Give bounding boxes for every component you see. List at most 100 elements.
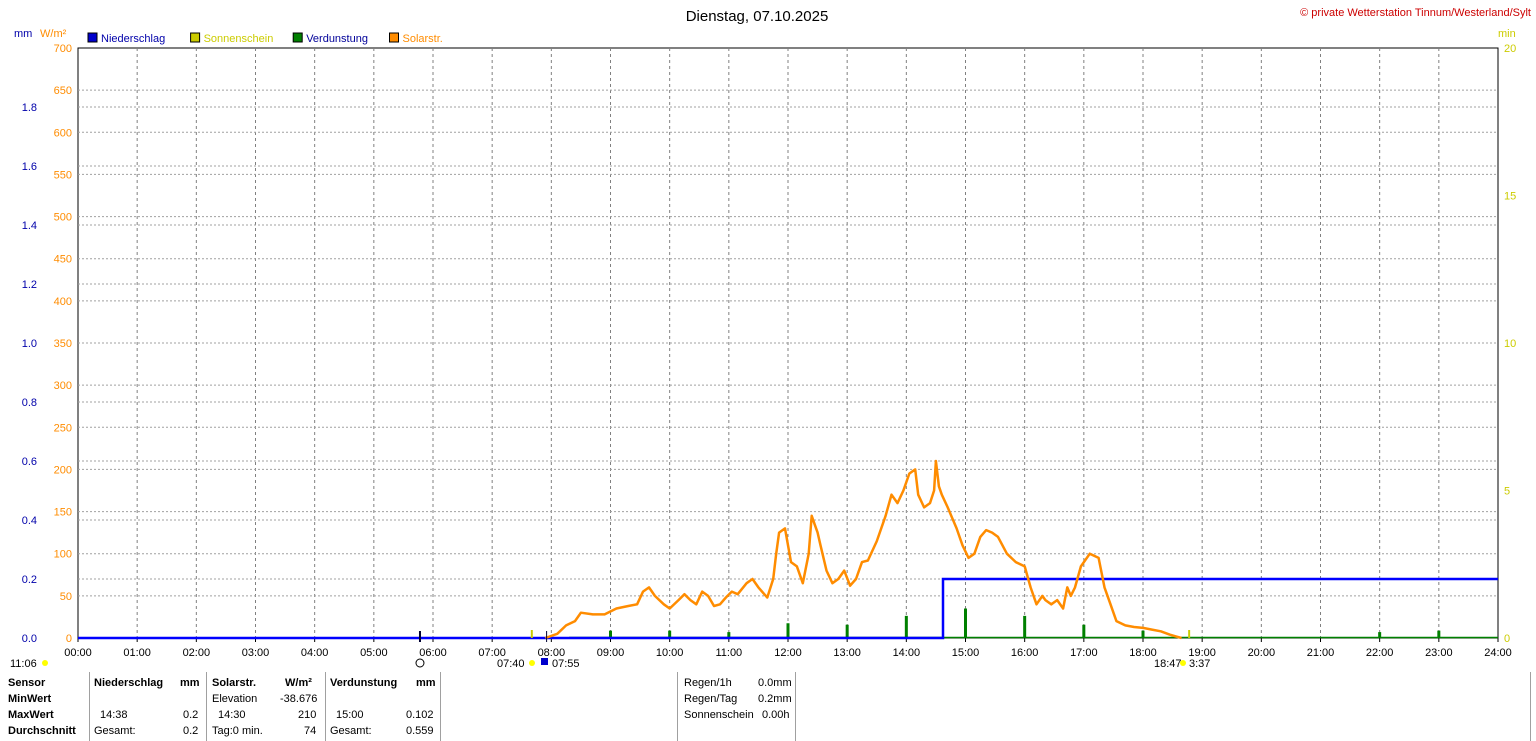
legend-swatch bbox=[190, 32, 201, 43]
y-wm2-tick-label: 0 bbox=[66, 633, 72, 645]
x-tick-label: 20:00 bbox=[1248, 647, 1276, 659]
evap-bar bbox=[1023, 615, 1027, 638]
y-mm-tick-label: 1.4 bbox=[22, 220, 37, 232]
x-tick-label: 24:00 bbox=[1484, 647, 1512, 659]
solar-min-val: -38.676 bbox=[280, 693, 318, 705]
x-tick-label: 19:00 bbox=[1188, 647, 1216, 659]
evap-bar bbox=[1082, 624, 1086, 638]
verdunstung-max-time: 15:00 bbox=[336, 709, 364, 721]
y-wm2-tick-label: 150 bbox=[54, 507, 72, 519]
x-tick-label: 02:00 bbox=[183, 647, 211, 659]
x-tick-label: 10:00 bbox=[656, 647, 684, 659]
sunset-label: 18:47 bbox=[1154, 658, 1182, 670]
copyright: © private Wetterstation Tinnum/Westerlan… bbox=[1300, 7, 1531, 19]
solar-avg-label: Tag:0 min. bbox=[212, 725, 263, 737]
left-time-label: 11:06 bbox=[10, 658, 37, 670]
chart-title: Dienstag, 07.10.2025 bbox=[686, 8, 829, 25]
rain-start-icon bbox=[541, 658, 548, 665]
y-mm-tick-label: 0.0 bbox=[22, 633, 37, 645]
legend-label: Sonnenschein bbox=[204, 33, 274, 45]
x-tick-label: 14:00 bbox=[893, 647, 921, 659]
y-wm2-tick-label: 700 bbox=[54, 43, 72, 55]
x-tick-label: 09:00 bbox=[597, 647, 625, 659]
sunrise-icon bbox=[529, 660, 535, 666]
evap-bar bbox=[845, 624, 849, 638]
x-tick-label: 17:00 bbox=[1070, 647, 1098, 659]
y-mm-tick-label: 1.6 bbox=[22, 161, 37, 173]
y-wm2-tick-label: 600 bbox=[54, 127, 72, 139]
x-tick-label: 12:00 bbox=[774, 647, 802, 659]
verdunstung-total-val: 0.559 bbox=[406, 725, 434, 737]
sunrise-label: 07:40 bbox=[497, 658, 525, 670]
table-divider bbox=[206, 672, 207, 741]
solar-min-label: Elevation bbox=[212, 693, 258, 705]
verdunstung-total-label: Gesamt: bbox=[330, 725, 372, 737]
legend-label: Solarstr. bbox=[403, 33, 443, 45]
y-wm2-tick-label: 50 bbox=[60, 591, 72, 603]
evap-bar bbox=[1378, 632, 1382, 638]
evap-bar bbox=[609, 630, 612, 638]
durchschnitt-label: Durchschnitt bbox=[8, 725, 76, 737]
y-wm2-tick-label: 100 bbox=[54, 549, 72, 561]
x-tick-label: 15:00 bbox=[952, 647, 980, 659]
x-tick-label: 23:00 bbox=[1425, 647, 1453, 659]
regen-1h-value: 0.0mm bbox=[758, 677, 792, 689]
maxwert-label: MaxWert bbox=[8, 709, 54, 721]
y-min-tick-label: 10 bbox=[1504, 338, 1516, 350]
niederschlag-max-time: 14:38 bbox=[100, 709, 128, 721]
evap-bar bbox=[786, 623, 790, 638]
x-tick-label: 05:00 bbox=[360, 647, 388, 659]
sensor-header: Sensor bbox=[8, 677, 46, 689]
y-wm2-tick-label: 200 bbox=[54, 464, 72, 476]
x-tick-label: 13:00 bbox=[833, 647, 861, 659]
sun-icon bbox=[42, 660, 48, 666]
evap-bar bbox=[964, 608, 967, 638]
evap-bar bbox=[668, 630, 672, 638]
minwert-label: MinWert bbox=[8, 693, 52, 705]
legend-swatch bbox=[87, 32, 98, 43]
sonnenschein-value: 0.00h bbox=[762, 709, 790, 721]
solar-unit: W/m² bbox=[285, 677, 312, 689]
moon-icon bbox=[415, 658, 425, 668]
table-divider bbox=[1530, 672, 1531, 741]
y-mm-tick-label: 0.2 bbox=[22, 574, 37, 586]
solar-max-val: 210 bbox=[298, 709, 317, 721]
axis-unit-wm2: W/m² bbox=[40, 28, 67, 40]
sunrise2-label: 07:55 bbox=[552, 658, 580, 670]
niederschlag-unit: mm bbox=[180, 677, 200, 689]
regen-tag-label: Regen/Tag bbox=[684, 693, 738, 705]
x-tick-label: 06:00 bbox=[419, 647, 447, 659]
x-tick-label: 08:00 bbox=[538, 647, 566, 659]
evap-bar bbox=[1141, 630, 1145, 638]
y-wm2-tick-label: 650 bbox=[54, 85, 72, 97]
y-wm2-tick-label: 350 bbox=[54, 338, 72, 350]
x-tick-label: 22:00 bbox=[1366, 647, 1394, 659]
verdunstung-unit: mm bbox=[416, 677, 436, 689]
solar-header: Solarstr. bbox=[212, 677, 257, 689]
y-wm2-tick-label: 500 bbox=[54, 212, 72, 224]
niederschlag-total-val: 0.2 bbox=[183, 725, 199, 737]
table-divider bbox=[325, 672, 326, 741]
regen-1h-label: Regen/1h bbox=[684, 677, 732, 689]
legend-swatch bbox=[389, 32, 399, 43]
y-min-tick-label: 5 bbox=[1504, 486, 1510, 498]
y-mm-tick-label: 1.0 bbox=[22, 338, 37, 350]
x-tick-label: 16:00 bbox=[1011, 647, 1039, 659]
table-divider bbox=[440, 672, 441, 741]
legend-label: Niederschlag bbox=[101, 33, 165, 45]
y-wm2-tick-label: 450 bbox=[54, 254, 72, 266]
x-tick-label: 04:00 bbox=[301, 647, 329, 659]
axis-unit-mm: mm bbox=[14, 28, 32, 40]
x-tick-label: 00:00 bbox=[64, 647, 92, 659]
y-mm-tick-label: 0.8 bbox=[22, 397, 37, 409]
y-min-tick-label: 0 bbox=[1504, 633, 1510, 645]
sunset-icon bbox=[1180, 660, 1186, 666]
evap-bar bbox=[1437, 630, 1441, 638]
weather-chart: 00:00 01:00 02:00 03:00 04:00 05:00 06:00 07:00… bbox=[10, 7, 1531, 670]
regen-tag-value: 0.2mm bbox=[758, 693, 792, 705]
y-mm-tick-label: 0.6 bbox=[22, 456, 37, 468]
solar-line bbox=[544, 459, 1182, 640]
x-tick-label: 07:00 bbox=[478, 647, 506, 659]
x-tick-label: 21:00 bbox=[1307, 647, 1335, 659]
stats-table: Sensor MinWert MaxWert Durchschnitt Nied… bbox=[0, 672, 1536, 741]
